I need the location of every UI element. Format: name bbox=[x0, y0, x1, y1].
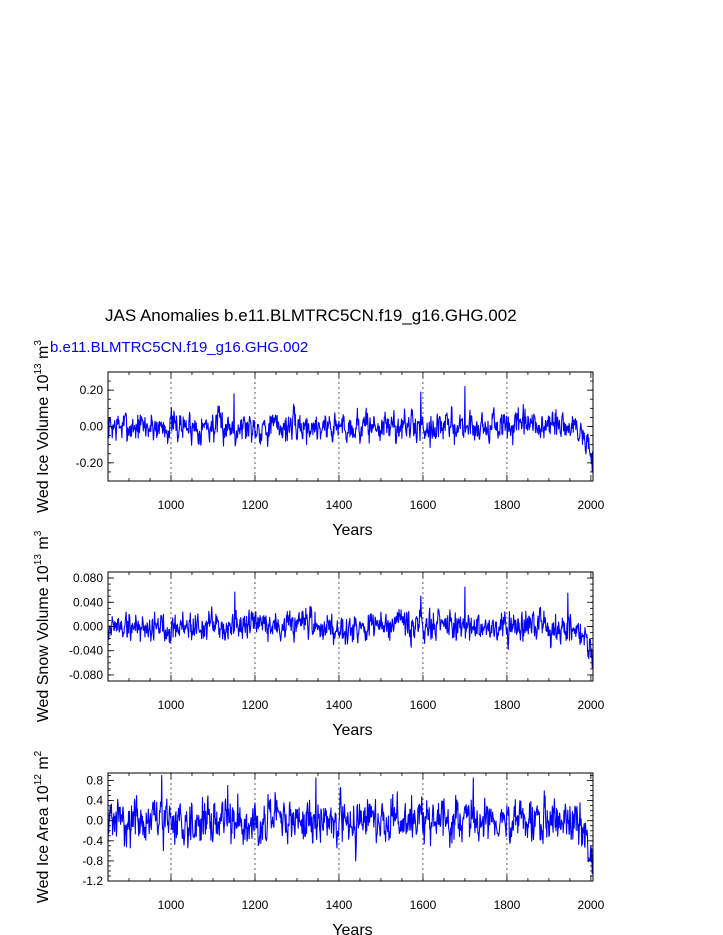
x-axis-title: Years bbox=[332, 922, 372, 935]
x-tick-label: 1800 bbox=[494, 898, 521, 912]
x-tick-label: 1800 bbox=[494, 698, 521, 712]
x-tick-label: 1600 bbox=[410, 698, 437, 712]
chart-panels: -0.20 0.00 0.20 1000 1200 1400 1600 1800 2000 Yea… bbox=[33, 340, 605, 935]
x-tick-label: 2000 bbox=[578, 698, 605, 712]
x-tick-label: 1600 bbox=[410, 498, 437, 512]
y-tick-label: -0.040 bbox=[69, 644, 103, 658]
y-tick-label: -0.8 bbox=[82, 854, 103, 868]
chart-panel-2: -0.080 -0.040 0.000 0.040 0.080 1000 1200 1400 1… bbox=[33, 530, 605, 739]
x-tick-label: 2000 bbox=[578, 898, 605, 912]
y-tick-label: 0.00 bbox=[80, 420, 104, 434]
x-tick-label: 1400 bbox=[326, 898, 353, 912]
chart-panel-1: -0.20 0.00 0.20 1000 1200 1400 1600 1800 2000 Yea… bbox=[33, 340, 605, 539]
series-line bbox=[107, 774, 594, 875]
y-tick-label: 0.4 bbox=[86, 794, 103, 808]
y-tick-label: 0.20 bbox=[80, 383, 104, 397]
y-tick-label: 0.000 bbox=[73, 620, 103, 634]
x-tick-label: 1600 bbox=[410, 898, 437, 912]
x-tick-label: 1800 bbox=[494, 498, 521, 512]
y-tick-label: -1.2 bbox=[82, 874, 103, 888]
x-tick-label: 2000 bbox=[578, 498, 605, 512]
x-tick-label: 1000 bbox=[158, 498, 185, 512]
x-tick-label: 1000 bbox=[158, 698, 185, 712]
y-tick-label: 0.040 bbox=[73, 595, 103, 609]
y-tick-label: 0.080 bbox=[73, 571, 103, 585]
x-axis-title: Years bbox=[332, 522, 372, 539]
chart-panel-3: -1.2 -0.8 -0.4 0.0 0.4 0.8 1000 1200 1400 1600 180… bbox=[33, 750, 605, 935]
series-legend-label: b.e11.BLMTRC5CN.f19_g16.GHG.002 bbox=[50, 339, 308, 356]
x-tick-label: 1400 bbox=[326, 698, 353, 712]
x-tick-label: 1000 bbox=[158, 898, 185, 912]
y-axis-title: Wed Ice Volume 1013 m3 bbox=[33, 340, 52, 513]
y-tick-label: 0.0 bbox=[86, 814, 103, 828]
x-tick-label: 1200 bbox=[242, 498, 269, 512]
x-tick-label: 1200 bbox=[242, 898, 269, 912]
series-line bbox=[107, 586, 594, 669]
plot-frame bbox=[107, 772, 594, 882]
x-tick-label: 1200 bbox=[242, 698, 269, 712]
y-tick-label: -0.4 bbox=[82, 834, 103, 848]
figure-title: JAS Anomalies b.e11.BLMTRC5CN.f19_g16.GH… bbox=[105, 306, 517, 325]
y-axis-title: Wed Ice Area 1012 m2 bbox=[33, 750, 52, 903]
y-tick-label: -0.080 bbox=[69, 668, 103, 682]
x-axis-title: Years bbox=[332, 722, 372, 739]
y-tick-label: -0.20 bbox=[76, 456, 104, 470]
x-tick-label: 1400 bbox=[326, 498, 353, 512]
y-axis-title: Wed Snow Volume 1013 m3 bbox=[33, 530, 52, 722]
series-line bbox=[107, 385, 594, 473]
y-tick-label: 0.8 bbox=[86, 774, 103, 788]
